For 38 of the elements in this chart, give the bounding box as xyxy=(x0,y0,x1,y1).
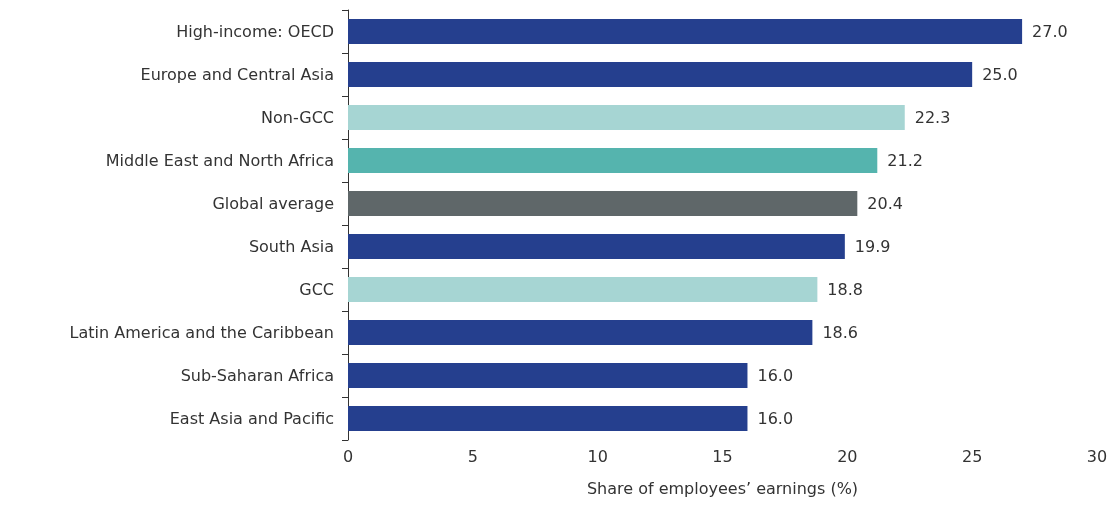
bar xyxy=(348,363,748,388)
bar xyxy=(348,105,905,130)
x-tick-label: 15 xyxy=(712,446,733,466)
y-tick-label: East Asia and Pacific xyxy=(169,409,334,428)
y-tick-label: GCC xyxy=(299,280,334,299)
data-label: 25.0 xyxy=(982,65,1018,84)
y-tick-label: Global average xyxy=(212,194,334,213)
y-tick-label: South Asia xyxy=(248,237,334,256)
data-label: 22.3 xyxy=(914,108,951,127)
data-label: 18.6 xyxy=(822,323,859,342)
bar xyxy=(348,320,813,345)
y-tick-label: Non-GCC xyxy=(261,108,334,127)
data-label: 27.0 xyxy=(1032,22,1068,41)
data-label: 20.4 xyxy=(867,194,903,213)
data-label: 18.8 xyxy=(827,280,863,299)
y-tick-label: Middle East and North Africa xyxy=(105,151,334,170)
bar xyxy=(348,234,845,259)
y-tick-label: Europe and Central Asia xyxy=(140,65,334,84)
y-tick-label: Sub-Saharan Africa xyxy=(180,366,334,385)
x-axis-title: Share of employees’ earnings (%) xyxy=(586,478,859,498)
bar xyxy=(348,191,858,216)
data-label: 16.0 xyxy=(757,366,794,385)
x-tick-label: 30 xyxy=(1086,446,1108,466)
y-tick-label: Latin America and the Caribbean xyxy=(69,323,334,342)
data-label: 21.2 xyxy=(887,151,923,170)
bar xyxy=(348,19,1023,44)
bar xyxy=(348,62,973,87)
bar xyxy=(348,277,818,302)
y-tick-label: High-income: OECD xyxy=(176,22,334,41)
x-tick-label: 5 xyxy=(467,446,478,466)
data-label: 16.0 xyxy=(757,409,794,428)
bar xyxy=(348,148,878,173)
x-tick-label: 20 xyxy=(837,446,858,466)
x-tick-label: 0 xyxy=(342,446,354,466)
data-label: 19.9 xyxy=(854,237,891,256)
x-tick-label: 10 xyxy=(587,446,608,466)
bar xyxy=(348,406,748,431)
x-tick-label: 25 xyxy=(961,446,983,466)
